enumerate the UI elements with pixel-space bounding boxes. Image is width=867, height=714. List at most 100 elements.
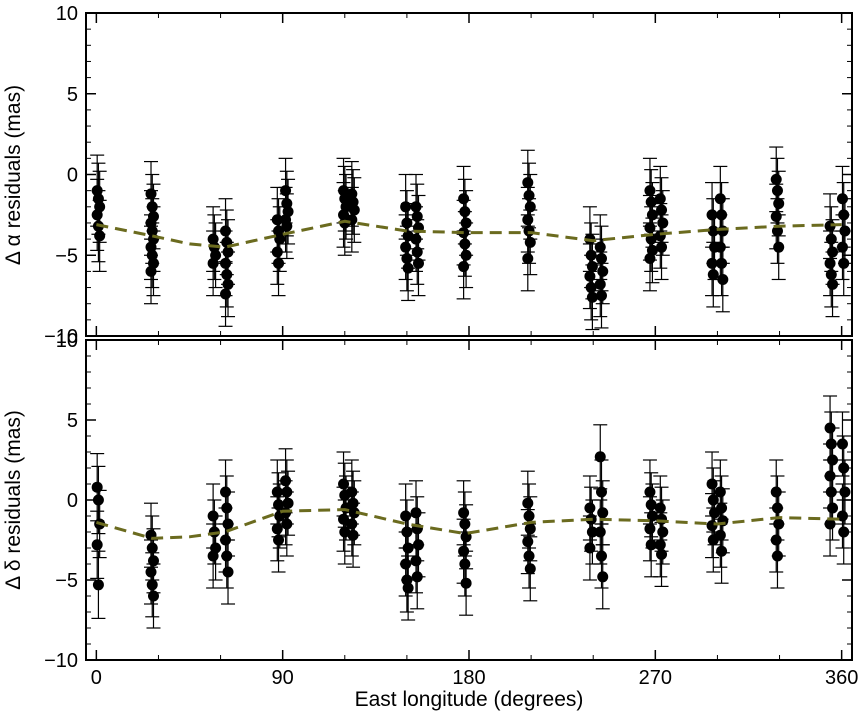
data-point: [707, 269, 719, 281]
data-point: [146, 579, 158, 591]
data-point: [716, 502, 728, 514]
data-point: [271, 246, 283, 258]
data-point: [146, 542, 158, 554]
bottom-model-curve: [95, 508, 842, 540]
data-point: [347, 529, 359, 541]
data-point: [346, 518, 358, 530]
data-point: [656, 548, 668, 560]
data-point: [91, 209, 103, 221]
data-point: [654, 539, 666, 551]
data-point: [597, 265, 609, 277]
top-y-tick-labels: −10 −5 0 5 10: [44, 3, 78, 348]
data-point: [346, 214, 358, 226]
data-point: [410, 555, 422, 567]
data-point: [281, 220, 293, 232]
x-tick-label: 270: [639, 667, 672, 689]
data-point: [594, 451, 606, 463]
data-point: [836, 438, 848, 450]
data-point: [714, 529, 726, 541]
data-point: [91, 481, 103, 493]
data-point: [836, 510, 848, 522]
data-point: [522, 497, 534, 509]
data-point: [412, 257, 424, 269]
data-point: [654, 230, 666, 242]
data-point: [824, 257, 836, 269]
data-point: [584, 502, 596, 514]
data-point: [584, 270, 596, 282]
data-point: [644, 252, 656, 264]
data-point: [770, 534, 782, 546]
bottom-y-axis-label: Δ δ residuals (mas): [2, 410, 25, 590]
data-point: [220, 288, 232, 300]
data-point: [94, 230, 106, 242]
data-point: [594, 278, 606, 290]
data-point: [207, 550, 219, 562]
data-point: [460, 249, 472, 261]
data-point: [221, 550, 233, 562]
data-point: [716, 545, 728, 557]
data-point: [222, 278, 234, 290]
data-point: [771, 550, 783, 562]
y-tick-label: −10: [44, 650, 78, 672]
data-point: [716, 257, 728, 269]
data-point: [524, 236, 536, 248]
data-point: [714, 486, 726, 498]
data-point: [838, 257, 850, 269]
x-tick-label: 90: [272, 667, 294, 689]
data-point: [92, 579, 104, 591]
data-point: [222, 566, 234, 578]
top-y-axis-label: Δ α residuals (mas): [2, 85, 25, 265]
data-point: [839, 486, 851, 498]
bottom-plot-frame: [85, 339, 853, 661]
data-point: [595, 486, 607, 498]
data-point: [524, 563, 536, 575]
data-point: [145, 566, 157, 578]
data-point: [145, 265, 157, 277]
y-tick-label: 5: [67, 410, 78, 432]
data-point: [91, 539, 103, 551]
data-point: [770, 210, 782, 222]
data-point: [595, 252, 607, 264]
bottom-y-tick-labels: −10 −5 0 5 10: [44, 330, 78, 672]
data-point: [271, 523, 283, 535]
top-model-curve: [96, 219, 842, 249]
data-point: [522, 536, 534, 548]
data-point: [706, 257, 718, 269]
data-point: [273, 534, 285, 546]
x-tick-label: 180: [452, 667, 485, 689]
data-point: [585, 282, 597, 294]
data-point: [147, 590, 159, 602]
data-point: [771, 185, 783, 197]
data-point: [770, 173, 782, 185]
data-point: [586, 291, 598, 303]
data-point: [523, 510, 535, 522]
data-point: [836, 241, 848, 253]
data-point: [838, 462, 850, 474]
data-point: [348, 204, 360, 216]
data-point: [594, 526, 606, 538]
y-tick-label: −10: [44, 326, 78, 348]
data-point: [411, 246, 423, 258]
data-point: [656, 241, 668, 253]
data-point: [595, 550, 607, 562]
x-axis-label: East longitude (degrees): [355, 688, 584, 711]
data-point: [522, 252, 534, 264]
data-point: [824, 518, 836, 530]
data-point: [773, 198, 785, 210]
data-point: [273, 257, 285, 269]
data-point: [656, 204, 668, 216]
data-point: [92, 494, 104, 506]
data-point: [458, 261, 470, 273]
data-point: [827, 278, 839, 290]
data-point: [522, 177, 534, 189]
data-point: [400, 558, 412, 570]
data-point: [221, 269, 233, 281]
data-point: [706, 478, 718, 490]
data-point: [595, 290, 607, 302]
data-point: [654, 193, 666, 205]
x-tick-label: 360: [825, 667, 858, 689]
data-point: [402, 262, 414, 274]
bottom-x-tick-labels: 0 90 180 270 360: [91, 667, 859, 689]
data-point: [597, 571, 609, 583]
